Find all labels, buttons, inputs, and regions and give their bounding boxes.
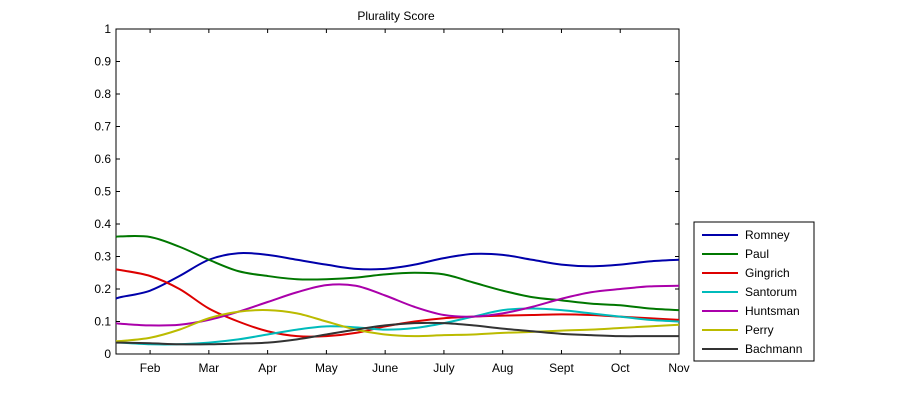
legend-label-santorum: Santorum [745,285,797,299]
x-tick-label: Oct [611,361,630,375]
legend-label-romney: Romney [745,228,790,242]
x-tick-label: June [372,361,398,375]
x-tick-label: Apr [258,361,277,375]
x-tick-label: Feb [140,361,161,375]
plot-area [115,28,680,355]
chart-title: Plurality Score [357,9,435,23]
series-line-bachmann [115,321,679,346]
y-tick-label: 0.8 [94,87,111,101]
y-tick-label: 0.2 [94,282,111,296]
series-line-romney [115,252,680,300]
legend-label-huntsman: Huntsman [745,304,800,318]
y-tick-label: 0.3 [94,250,111,264]
x-tick-label: Sept [549,361,574,375]
legend-label-perry: Perry [745,323,774,337]
y-tick-label: 0.5 [94,185,111,199]
x-tick-label: Aug [492,361,513,375]
x-tick-label: Mar [199,361,220,375]
x-tick-label: July [433,361,454,375]
legend-label-paul: Paul [745,247,769,261]
series-group [115,235,680,346]
y-tick-label: 0.1 [94,315,111,329]
series-line-huntsman [115,283,680,327]
y-axis: 0 0.1 0.2 0.3 0.4 0.5 0.6 0.7 0.8 0.9 1 [94,22,679,361]
y-tick-label: 0.9 [94,55,111,69]
y-tick-label: 0 [104,347,111,361]
legend: Romney Paul Gingrich Santorum Huntsman Perry B… [693,221,815,362]
x-tick-label: May [315,361,338,375]
legend-label-gingrich: Gingrich [745,266,790,280]
y-tick-label: 1 [104,22,111,36]
legend-label-bachmann: Bachmann [745,342,802,356]
y-tick-label: 0.4 [94,217,111,231]
x-axis: Feb Mar Apr May June July Aug Sept Oct Nov [140,29,690,375]
series-line-paul [115,235,680,312]
series-line-perry [115,309,680,343]
x-tick-label: Nov [668,361,689,375]
y-tick-label: 0.6 [94,152,111,166]
y-tick-label: 0.7 [94,120,111,134]
